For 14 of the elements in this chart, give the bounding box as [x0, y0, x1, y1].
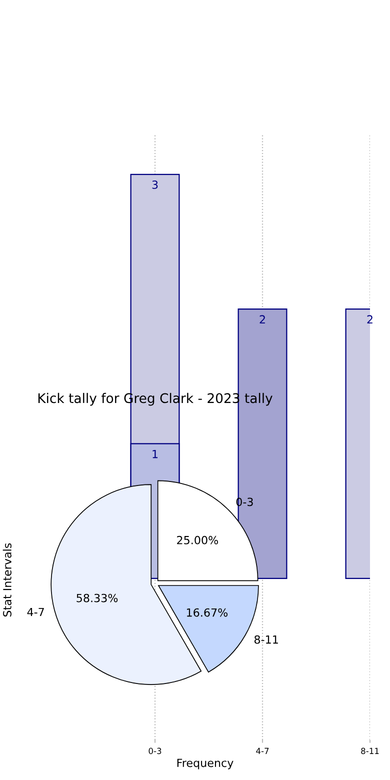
x-tick-label: 8-11: [361, 748, 379, 754]
data-label: 2: [260, 315, 265, 324]
slice-label: 8-11: [254, 635, 278, 644]
data-label: 1: [152, 450, 158, 458]
data-label: 58.33%: [76, 594, 118, 602]
data-label: 25.00%: [177, 536, 218, 544]
slice-label: 4-7: [27, 608, 44, 616]
y-axis-title: Stat Intervals: [2, 543, 12, 617]
data-label: 3: [152, 180, 158, 189]
data-label: 2: [367, 315, 372, 324]
data-label: 16.67%: [186, 608, 228, 617]
x-axis-title: Frequency: [177, 758, 234, 770]
x-tick-label: 4-7: [256, 748, 269, 754]
x-tick-label: 0-3: [148, 748, 162, 754]
